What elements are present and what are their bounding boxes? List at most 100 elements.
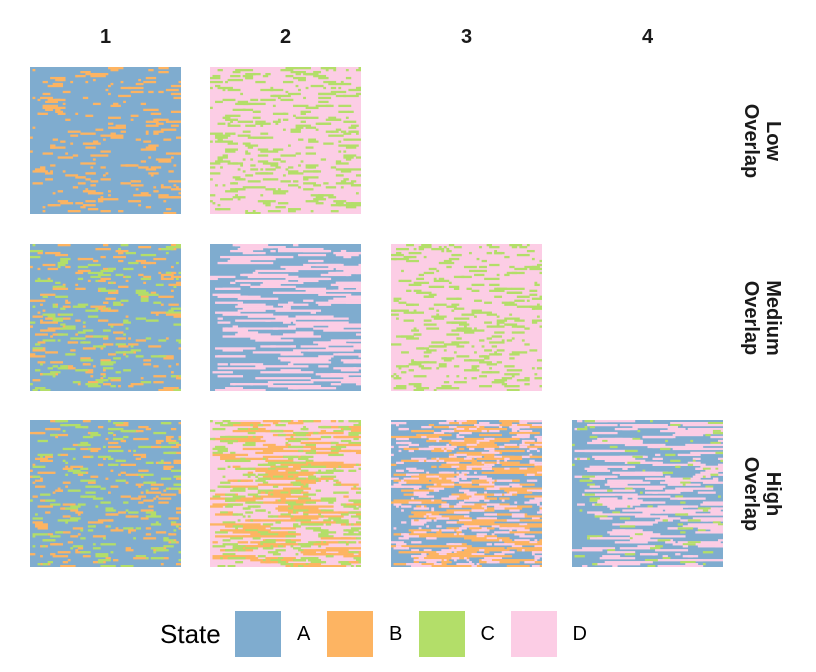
tile-state-D	[456, 471, 460, 474]
tile-state-D	[587, 441, 643, 445]
tile-state-D	[511, 513, 525, 516]
tile-state-B	[120, 182, 131, 185]
tile-state-D	[401, 533, 407, 536]
tile-state-D	[519, 421, 528, 425]
tile-state-C	[210, 420, 213, 423]
tile-state-C	[298, 549, 304, 552]
tile-state-D	[474, 465, 487, 468]
tile-state-D	[584, 467, 608, 470]
tile-state-C	[90, 431, 99, 435]
tile-state-C	[345, 116, 349, 119]
tile-state-C	[97, 381, 104, 384]
tile-state-C	[145, 489, 149, 492]
tile-state-B	[120, 463, 136, 466]
tile-state-B	[178, 435, 181, 439]
tile-state-D	[589, 465, 628, 468]
tile-state-D	[340, 381, 361, 384]
tile-state-C	[343, 94, 359, 98]
tile-state-C	[275, 122, 279, 125]
tile-state-C	[150, 355, 167, 358]
tile-state-C	[318, 194, 334, 197]
tile-state-D	[594, 513, 651, 516]
tile-state-C	[453, 381, 467, 384]
tile-state-B	[210, 505, 223, 508]
tile-state-B	[77, 473, 84, 476]
tile-state-B	[55, 110, 64, 113]
tile-state-B	[138, 204, 142, 207]
tile-state-C	[514, 319, 525, 322]
tile-state-C	[526, 299, 530, 302]
tile-state-D	[627, 461, 663, 465]
tile-state-B	[75, 283, 79, 287]
tile-state-C	[463, 331, 475, 334]
tile-state-C	[257, 423, 264, 427]
tile-state-B	[458, 420, 477, 423]
tile-state-C	[250, 164, 256, 167]
tile-state-C	[396, 247, 409, 251]
tile-state-C	[340, 503, 347, 506]
tile-state-D	[692, 457, 701, 461]
tile-state-C	[338, 144, 349, 147]
tile-state-B	[108, 323, 124, 326]
tile-state-D	[310, 311, 316, 314]
tile-state-C	[252, 72, 261, 76]
tile-state-C	[257, 154, 269, 157]
tile-state-D	[476, 475, 480, 478]
tile-state-B	[97, 463, 104, 466]
tile-state-C	[133, 537, 136, 540]
tile-state-D	[451, 465, 460, 468]
tile-state-B	[140, 295, 149, 298]
tile-state-B	[118, 259, 124, 263]
tile-state-C	[255, 172, 269, 175]
tile-state-B	[110, 136, 124, 139]
tile-state-B	[47, 84, 64, 88]
tile-state-B	[148, 68, 154, 72]
tile-state-C	[416, 291, 419, 294]
tile-state-C	[589, 497, 600, 500]
tile-state-C	[418, 247, 425, 251]
tile-state-C	[298, 449, 304, 453]
tile-state-C	[295, 553, 299, 556]
tile-state-B	[52, 555, 69, 558]
tile-state-C	[451, 253, 462, 257]
tile-state-D	[514, 423, 518, 427]
tile-state-D	[330, 383, 342, 386]
tile-state-B	[150, 166, 162, 169]
tile-state-D	[237, 247, 264, 251]
tile-state-B	[100, 178, 111, 181]
tile-state-B	[70, 509, 79, 512]
tile-state-D	[458, 519, 472, 522]
tile-state-C	[406, 244, 414, 247]
tile-state-D	[494, 543, 508, 546]
tile-state-C	[303, 420, 314, 423]
tile-state-D	[665, 475, 671, 478]
tile-state-C	[506, 339, 513, 342]
tile-state-D	[491, 533, 495, 536]
tile-state-C	[175, 277, 179, 281]
tile-state-C	[446, 375, 450, 378]
tile-state-C	[245, 174, 254, 177]
tile-state-D	[494, 505, 503, 508]
tile-state-C	[245, 529, 259, 532]
tile-state-C	[536, 367, 542, 370]
tile-state-B	[32, 349, 46, 352]
tile-state-D	[310, 379, 361, 382]
tile-state-B	[92, 154, 109, 157]
tile-state-B	[125, 345, 129, 348]
tile-state-C	[624, 449, 638, 453]
tile-state-B	[45, 108, 53, 112]
tile-state-D	[436, 525, 442, 528]
tile-state-B	[225, 525, 233, 528]
tile-state-C	[670, 423, 681, 427]
tile-state-C	[328, 82, 337, 86]
tile-state-C	[715, 451, 723, 455]
tile-state-B	[92, 192, 104, 195]
tile-state-C	[282, 94, 291, 98]
tile-state-B	[426, 439, 435, 443]
tile-state-D	[458, 420, 467, 423]
tile-state-B	[431, 475, 455, 478]
tile-state-C	[123, 501, 129, 504]
tile-state-C	[521, 339, 525, 342]
tile-state-C	[587, 537, 590, 540]
tile-state-C	[315, 104, 319, 108]
